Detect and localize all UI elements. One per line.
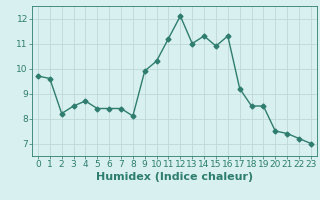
X-axis label: Humidex (Indice chaleur): Humidex (Indice chaleur) xyxy=(96,172,253,182)
